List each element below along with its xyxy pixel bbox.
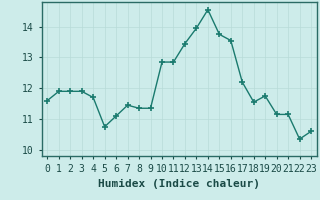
X-axis label: Humidex (Indice chaleur): Humidex (Indice chaleur) <box>98 179 260 189</box>
